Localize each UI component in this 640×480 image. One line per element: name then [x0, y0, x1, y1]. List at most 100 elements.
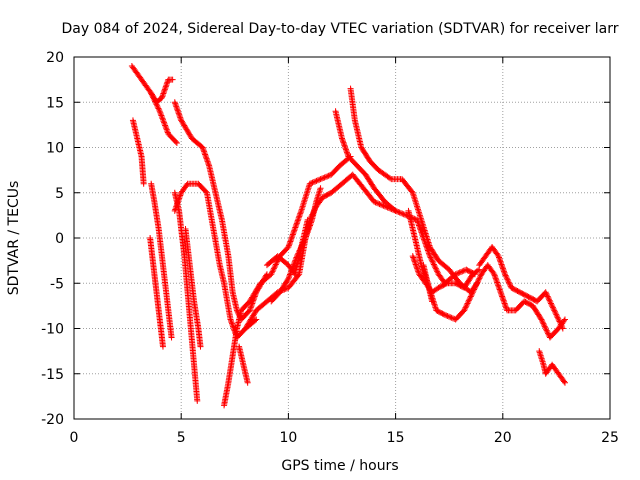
data-point — [285, 274, 292, 281]
data-point — [431, 262, 438, 269]
data-point — [149, 92, 156, 99]
data-point — [464, 300, 471, 307]
data-point — [473, 282, 480, 289]
data-point — [544, 328, 551, 335]
series-arc-2 — [129, 117, 147, 187]
y-tick-label: 0 — [55, 231, 64, 247]
data-point — [168, 334, 175, 341]
data-point — [471, 285, 478, 292]
y-tick-label: -20 — [41, 412, 64, 428]
data-point — [173, 139, 180, 146]
data-point — [158, 112, 165, 119]
data-point — [399, 210, 406, 217]
data-point — [158, 113, 165, 120]
series-arc-13 — [268, 185, 324, 305]
y-tick-label: 20 — [46, 50, 64, 66]
data-point — [253, 316, 260, 323]
data-point — [538, 316, 545, 323]
data-point — [467, 294, 474, 301]
data-point — [313, 177, 320, 184]
series-arc-22 — [536, 348, 568, 386]
data-point — [314, 177, 321, 184]
data-point — [541, 322, 548, 329]
data-point — [476, 275, 483, 282]
data-point — [470, 287, 477, 294]
data-point — [159, 116, 166, 123]
data-point — [434, 268, 441, 275]
data-point — [164, 128, 171, 135]
data-point — [273, 260, 280, 267]
data-point — [373, 199, 380, 206]
data-point — [554, 314, 561, 321]
x-tick-label: 20 — [494, 430, 512, 446]
data-point — [551, 308, 558, 315]
data-point — [553, 311, 560, 318]
data-point — [157, 111, 164, 118]
series-arc-5 — [147, 235, 166, 350]
data-point — [155, 105, 162, 112]
data-point — [272, 261, 279, 268]
data-point — [393, 208, 400, 215]
data-point — [539, 319, 546, 326]
data-point — [401, 211, 408, 218]
data-point — [550, 306, 557, 313]
data-point — [547, 299, 554, 306]
data-point — [320, 175, 327, 182]
data-point — [375, 200, 382, 207]
x-axis-label: GPS time / hours — [281, 458, 398, 474]
data-point — [318, 175, 325, 182]
data-point — [469, 289, 476, 296]
data-point — [546, 297, 553, 304]
data-point — [549, 303, 556, 310]
data-point — [447, 314, 454, 321]
data-point — [194, 397, 201, 404]
data-point — [392, 207, 399, 214]
data-point — [380, 202, 387, 209]
data-point — [466, 296, 473, 303]
data-point — [426, 253, 433, 260]
data-point — [310, 179, 317, 186]
data-point — [467, 293, 474, 300]
data-point — [490, 269, 497, 276]
series-arc-11 — [236, 343, 251, 386]
data-point — [461, 306, 468, 313]
data-point — [270, 267, 277, 274]
data-point — [475, 278, 482, 285]
data-point — [202, 188, 209, 195]
data-point — [501, 271, 508, 278]
data-point — [285, 275, 292, 282]
x-tick-label: 25 — [601, 430, 619, 446]
data-point — [304, 216, 311, 223]
data-point — [427, 254, 434, 261]
data-point — [430, 261, 437, 268]
data-point — [244, 379, 251, 386]
data-point — [465, 297, 472, 304]
data-point — [157, 109, 164, 116]
data-point — [494, 251, 501, 258]
data-point — [169, 76, 176, 83]
data-point — [268, 271, 275, 278]
data-point — [463, 301, 470, 308]
data-point — [387, 175, 394, 182]
data-point — [463, 303, 470, 310]
data-point — [272, 262, 279, 269]
data-point — [465, 299, 472, 306]
data-point — [432, 265, 439, 272]
data-point — [443, 312, 450, 319]
y-tick-label: -5 — [50, 276, 64, 292]
data-point — [539, 317, 546, 324]
axis-ticks: 0 5 10 15 20 25 -20 -15 -10 -5 0 5 10 15 20 — [41, 50, 619, 446]
data-point — [543, 327, 550, 334]
data-point — [154, 102, 161, 109]
y-tick-label: 15 — [46, 95, 64, 111]
data-point — [504, 276, 511, 283]
data-point — [440, 311, 447, 318]
data-point — [148, 91, 155, 98]
data-point — [433, 267, 440, 274]
data-point — [553, 312, 560, 319]
x-tick-label: 0 — [70, 430, 79, 446]
data-point — [151, 97, 158, 104]
data-point — [548, 301, 555, 308]
data-point — [376, 201, 383, 208]
data-point — [159, 343, 166, 350]
